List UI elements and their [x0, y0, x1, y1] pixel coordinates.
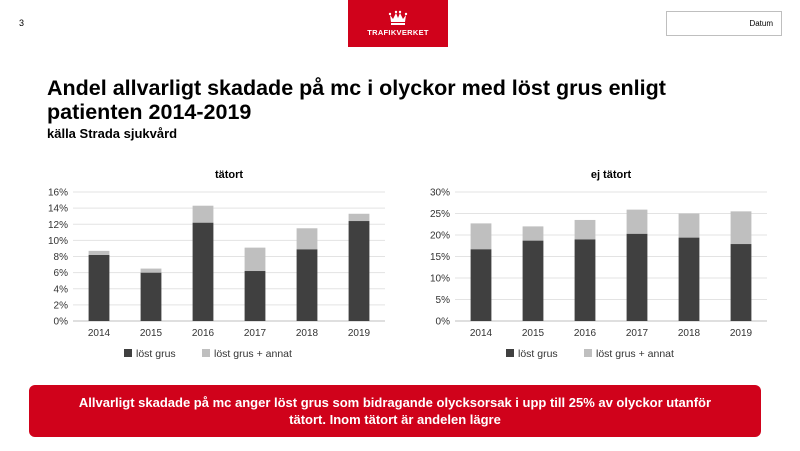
y-tick-label: 20% — [430, 231, 450, 242]
x-tick-label: 2015 — [140, 328, 163, 339]
y-tick-label: 4% — [54, 284, 69, 295]
chart-title: ej tätort — [591, 169, 632, 181]
x-tick-label: 2016 — [574, 328, 597, 339]
x-tick-label: 2014 — [470, 328, 493, 339]
bar-segment-lost-grus-annat-2019 — [348, 213, 370, 222]
x-tick-label: 2018 — [296, 328, 319, 339]
y-tick-label: 2% — [54, 300, 69, 311]
legend-swatch — [584, 349, 592, 357]
bar-segment-lost-grus-annat-2018 — [296, 228, 318, 250]
x-tick-label: 2017 — [244, 328, 267, 339]
y-tick-label: 14% — [48, 204, 68, 215]
bar-segment-lost-grus-2017 — [626, 233, 648, 321]
date-label: Datum — [749, 19, 773, 28]
bar-segment-lost-grus-2018 — [296, 249, 318, 321]
bar-segment-lost-grus-annat-2015 — [522, 226, 544, 241]
legend-swatch — [124, 349, 132, 357]
bar-segment-lost-grus-2019 — [730, 244, 752, 321]
bar-segment-lost-grus-2014 — [88, 254, 110, 321]
trafikverket-logo: TRAFIKVERKET — [348, 0, 448, 47]
y-tick-label: 30% — [430, 188, 450, 199]
bar-segment-lost-grus-annat-2016 — [574, 219, 596, 240]
conclusion-banner: Allvarligt skadade på mc anger löst grus… — [29, 385, 761, 437]
crown-emblem-icon — [388, 10, 408, 25]
chart-title: tätort — [215, 169, 243, 181]
y-tick-label: 0% — [436, 317, 451, 328]
y-tick-label: 25% — [430, 209, 450, 220]
bar-segment-lost-grus-annat-2014 — [470, 223, 492, 250]
bar-segment-lost-grus-2015 — [522, 240, 544, 321]
bar-segment-lost-grus-annat-2015 — [140, 268, 162, 273]
bar-segment-lost-grus-annat-2016 — [192, 205, 214, 223]
legend-swatch — [506, 349, 514, 357]
bar-segment-lost-grus-2016 — [574, 239, 596, 321]
y-tick-label: 5% — [436, 295, 451, 306]
y-tick-label: 12% — [48, 220, 68, 231]
y-tick-label: 0% — [54, 317, 69, 328]
slide-subtitle: källa Strada sjukvård — [47, 126, 178, 141]
bar-segment-lost-grus-2018 — [678, 237, 700, 321]
chart-svg: ej tätort 0% 5% 10% 15% 20% 25% 30% 2014 2015 2016… — [430, 169, 767, 360]
y-tick-label: 16% — [48, 188, 68, 199]
x-tick-label: 2017 — [626, 328, 649, 339]
legend-label: löst grus + annat — [214, 348, 292, 360]
bar-segment-lost-grus-2015 — [140, 272, 162, 321]
bar-segment-lost-grus-2017 — [244, 271, 266, 321]
conclusion-text: Allvarligt skadade på mc anger löst grus… — [78, 395, 712, 427]
legend-label: löst grus — [136, 348, 176, 360]
x-tick-label: 2019 — [348, 328, 371, 339]
date-field: Datum — [666, 11, 782, 36]
y-tick-label: 6% — [54, 268, 69, 279]
x-tick-label: 2018 — [678, 328, 701, 339]
bar-segment-lost-grus-2019 — [348, 221, 370, 321]
legend-label: löst grus + annat — [596, 348, 674, 360]
bar-segment-lost-grus-2016 — [192, 222, 214, 321]
bar-segment-lost-grus-annat-2014 — [88, 250, 110, 255]
x-tick-label: 2016 — [192, 328, 215, 339]
chart-ej-tatort: ej tätort 0% 5% 10% 15% 20% 25% 30% 2014 2015 2016… — [412, 160, 772, 370]
y-tick-label: 8% — [54, 252, 69, 263]
bar-segment-lost-grus-annat-2017 — [626, 209, 648, 234]
x-tick-label: 2014 — [88, 328, 111, 339]
bar-segment-lost-grus-2014 — [470, 249, 492, 321]
y-tick-label: 15% — [430, 252, 450, 263]
bar-segment-lost-grus-annat-2017 — [244, 247, 266, 272]
chart-tatort: tätort 0% 2% 4% 6% 8% 10% 12% 14% 16% 2014 2015 2016… — [30, 160, 390, 370]
bar-segment-lost-grus-annat-2019 — [730, 211, 752, 245]
legend-swatch — [202, 349, 210, 357]
x-tick-label: 2019 — [730, 328, 753, 339]
page-number: 3 — [19, 18, 25, 28]
chart-svg: tätort 0% 2% 4% 6% 8% 10% 12% 14% 16% 2014 2015 2016… — [48, 169, 385, 360]
x-tick-label: 2015 — [522, 328, 545, 339]
legend-label: löst grus — [518, 348, 558, 360]
slide-title: Andel allvarligt skadade på mc i olyckor… — [47, 76, 666, 124]
y-tick-label: 10% — [430, 274, 450, 285]
logo-text: TRAFIKVERKET — [367, 28, 429, 37]
bar-segment-lost-grus-annat-2018 — [678, 213, 700, 238]
y-tick-label: 10% — [48, 236, 68, 247]
